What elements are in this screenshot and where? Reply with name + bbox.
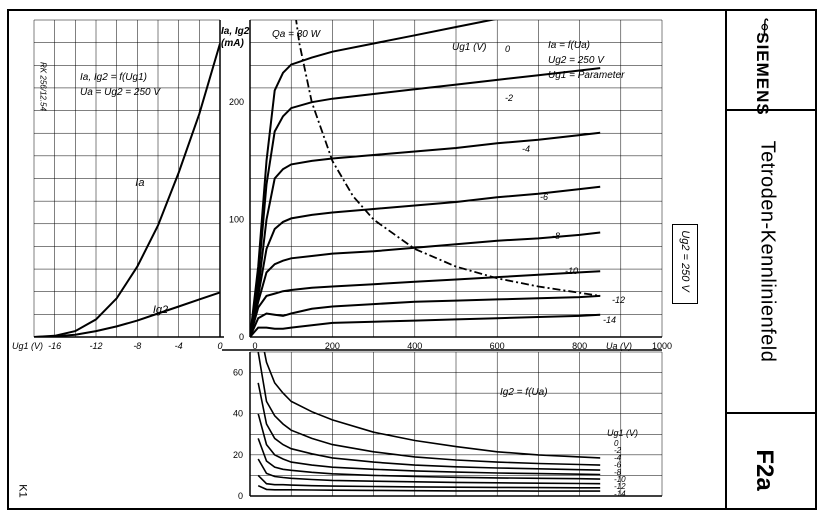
screen-series-ug1-m8 [257,438,601,480]
screen-series-label: -6 [614,461,622,470]
datasheet-frame [7,9,817,510]
anode-series-ug1-m8 [250,231,601,337]
anode-series-ug1-0 [250,20,497,337]
screen-series-label: -12 [614,482,626,491]
anode-series-label: -4 [522,144,530,154]
sheet-code: F2a [751,449,778,491]
screen-y-tick-label: 0 [238,491,243,501]
screen-series-ug1-m14 [257,484,601,492]
right-panel-divider-bottom [727,412,817,414]
anode-x-tick-label: 800 [572,341,587,351]
right-panel-border [725,9,727,510]
screen-series-ug1-m10 [257,458,601,485]
screen-series-label: -2 [614,446,622,455]
anode-series-label: -8 [552,231,560,241]
anode-annotation: Ug1 = Parameter [548,70,625,81]
anode-series-ug1-m6 [250,185,601,337]
transfer-x-tick-label: -4 [175,341,183,351]
page-title: Tetroden-Kennlinienfeld [756,140,779,363]
screen-series-label: -4 [614,453,622,462]
anode-series-ug1-m12 [250,294,601,337]
anode-x-tick-label: 200 [325,341,340,351]
transfer-label-ia: Ia [135,177,144,189]
anode-series-label: -10 [565,266,578,276]
anode-power-label: Qa = 30 W [272,29,322,40]
anode-y-axis-label: (mA) [221,38,244,49]
screen-series-label: 0 [614,439,619,448]
anode-series-ug1-m2 [250,67,601,337]
anode-x-tick-label: 1000 [652,341,672,351]
anode-param-label: Ug1 (V) [452,42,486,53]
anode-y-axis-label: Ia, Ig2 [221,26,250,37]
transfer-x-tick-label: 0 [217,341,222,351]
anode-series-label: -2 [505,93,513,103]
anode-series-label: -6 [540,192,548,202]
screen-y-tick-label: 20 [233,450,243,460]
anode-series-ug1-m14 [250,313,601,337]
screen-series-ug1-0 [263,352,601,459]
screen-series-label: -8 [614,468,622,477]
anode-x-tick-label: 600 [490,341,505,351]
transfer-series-ia [34,43,220,337]
anode-power-hyperbola [295,20,601,297]
anode-series-ug1-m10 [250,270,601,337]
anode-series-label: -14 [603,315,616,325]
screen-param-label: Ug1 (V) [607,428,638,438]
screen-series-ug1-m12 [257,474,601,489]
document-reference: RK 256/12.54 [38,62,48,111]
anode-x-axis-label: Ua (V) [606,341,632,351]
transfer-x-tick-label: -8 [133,341,141,351]
transfer-x-tick-label: -12 [89,341,102,351]
anode-series-label: -12 [612,295,625,305]
anode-annotation: Ia = f(Ua) [548,40,590,51]
transfer-x-axis-label: Ug1 (V) [12,341,43,351]
ug2-note: Ug2 = 250 V [679,230,691,292]
transfer-annotation: Ua = Ug2 = 250 V [80,87,161,98]
anode-y-tick-label: 200 [229,97,244,107]
screen-series-ug1-m2 [257,352,601,466]
anode-series-ug1-m4 [250,131,601,337]
transfer-series-ig2 [34,291,220,337]
anode-y-tick-label: 0 [239,332,244,342]
siemens-logo-icon: ∮ [760,16,770,36]
screen-series-label: -14 [614,489,626,498]
anode-x-tick-label: 0 [252,341,257,351]
anode-annotation: Ug2 = 250 V [548,55,605,66]
screen-annotation: Ig2 = f(Ua) [500,387,548,398]
screen-series-ug1-m4 [257,382,601,471]
ug2-note-box: Ug2 = 250 V [672,224,698,304]
transfer-annotation: Ia, Ig2 = f(Ug1) [80,72,147,83]
right-panel-divider-top [727,109,817,111]
anode-x-tick-label: 400 [407,341,422,351]
corner-mark: K1 [16,484,29,498]
screen-series-label: -10 [614,475,626,484]
transfer-x-tick-label: -16 [48,341,61,351]
screen-y-tick-label: 40 [233,409,243,419]
anode-y-tick-label: 100 [229,215,244,225]
screen-y-tick-label: 60 [233,368,243,378]
screen-series-ug1-m6 [257,413,601,476]
transfer-label-ig2: Ig2 [153,304,168,316]
anode-series-label: 0 [505,44,510,54]
